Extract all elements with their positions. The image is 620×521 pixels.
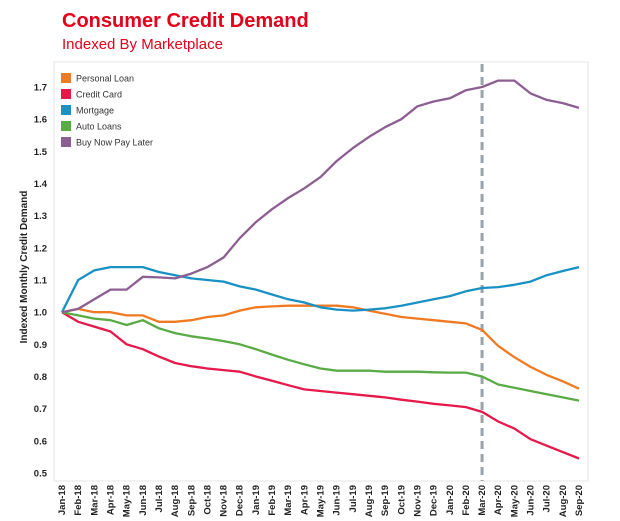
x-tick-label: Sep-20 xyxy=(574,485,585,516)
x-tick-label: Dec-19 xyxy=(429,485,440,516)
series-line-auto-loans xyxy=(61,311,580,402)
x-tick-label: May-20 xyxy=(509,485,520,517)
x-tick-label: May-18 xyxy=(122,485,133,517)
legend-label-auto-loans: Auto Loans xyxy=(76,122,122,132)
legend-label-credit-card: Credit Card xyxy=(76,90,122,100)
x-tick-label: Dec-18 xyxy=(235,485,246,516)
y-tick-label: 1.6 xyxy=(34,115,47,126)
x-tick-label: Feb-19 xyxy=(267,485,278,516)
x-tick-label: Apr-19 xyxy=(299,485,310,515)
x-tick-label: Mar-18 xyxy=(89,485,100,516)
x-tick-label: Aug-19 xyxy=(364,485,375,517)
x-tick-label: Nov-18 xyxy=(219,485,230,517)
y-tick-label: 1.3 xyxy=(34,211,47,222)
y-tick-label: 0.9 xyxy=(34,340,47,351)
legend-swatch-personal-loan xyxy=(61,73,71,83)
x-tick-label: Jan-20 xyxy=(445,485,456,515)
legend-swatch-mortgage xyxy=(61,105,71,115)
legend-swatch-auto-loans xyxy=(61,121,71,131)
legend-label-personal-loan: Personal Loan xyxy=(76,74,134,84)
x-tick-label: Sep-18 xyxy=(186,485,197,516)
chart-subtitle: Indexed By Marketplace xyxy=(62,36,223,53)
x-tick-label: Aug-20 xyxy=(558,485,569,517)
y-tick-label: 0.6 xyxy=(34,436,47,447)
x-tick-label: Jun-18 xyxy=(138,485,149,516)
x-tick-label: Mar-19 xyxy=(283,485,294,516)
x-tick-label: Jun-19 xyxy=(332,485,343,516)
legend-label-mortgage: Mortgage xyxy=(76,106,114,116)
y-tick-label: 1.7 xyxy=(34,83,47,94)
x-axis: Jan-18 Feb-18 Mar-18 Apr-18 May-18 Jun-18 Jul-… xyxy=(57,485,585,517)
legend-swatch-buy-now-pay-later xyxy=(61,137,71,147)
chart-title: Consumer Credit Demand xyxy=(62,10,309,32)
x-tick-label: May-19 xyxy=(316,485,327,517)
x-tick-label: Jul-19 xyxy=(348,485,359,512)
y-tick-label: 1.5 xyxy=(34,147,48,158)
x-tick-label: Apr-20 xyxy=(493,485,504,515)
y-tick-label: 0.7 xyxy=(34,404,47,415)
y-tick-label: 1.4 xyxy=(34,179,48,190)
y-tick-label: 1.1 xyxy=(34,276,48,287)
series-lines xyxy=(60,79,580,460)
x-tick-label: Mar-20 xyxy=(477,485,488,516)
series-line-mortgage xyxy=(60,265,580,313)
x-tick-label: Jun-20 xyxy=(526,485,537,516)
plot-area xyxy=(53,61,589,482)
legend: Personal Loan Credit Card Mortgage Auto Loa… xyxy=(61,73,153,148)
x-tick-label: Jan-18 xyxy=(57,485,68,515)
x-tick-label: Feb-18 xyxy=(73,485,84,516)
x-tick-label: Jul-20 xyxy=(542,485,553,512)
x-tick-label: Aug-18 xyxy=(170,485,181,517)
y-axis: 0.5 0.6 0.7 0.8 0.9 1.0 1.1 1.2 1.3 1.4 1.5 1.6 1.7 xyxy=(34,83,48,480)
x-tick-label: Oct-18 xyxy=(202,485,213,515)
y-tick-label: 0.5 xyxy=(34,469,48,480)
x-tick-label: Apr-18 xyxy=(105,485,116,515)
x-tick-label: Feb-20 xyxy=(461,485,472,516)
series-line-credit-card xyxy=(61,311,580,460)
legend-label-buy-now-pay-later: Buy Now Pay Later xyxy=(76,138,153,148)
y-tick-label: 1.0 xyxy=(34,308,47,319)
y-tick-label: 1.2 xyxy=(34,243,47,254)
x-tick-label: Oct-19 xyxy=(396,485,407,515)
series-line-personal-loan xyxy=(61,304,580,390)
series-line-buy-now-pay-later xyxy=(61,79,580,314)
x-tick-label: Sep-19 xyxy=(380,485,391,516)
y-tick-label: 0.8 xyxy=(34,372,47,383)
x-tick-label: Jul-18 xyxy=(154,485,165,512)
x-tick-label: Jan-19 xyxy=(251,485,262,515)
x-tick-label: Nov-19 xyxy=(412,485,423,517)
y-axis-label: Indexed Monthly Credit Demand xyxy=(19,191,30,344)
legend-swatch-credit-card xyxy=(61,89,71,99)
